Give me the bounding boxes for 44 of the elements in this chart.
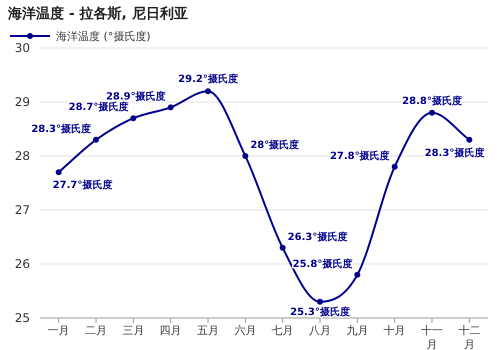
point	[317, 298, 323, 305]
legend-label: 海洋温度 (°摄氏度)	[56, 30, 151, 43]
y-tick-label: 28	[14, 149, 30, 163]
data-label: 27.8°摄氏度	[330, 150, 390, 162]
x-tick-label: 一月	[48, 324, 70, 337]
data-label: 28.9°摄氏度	[106, 90, 166, 102]
x-tick-label: 十二月	[458, 324, 480, 350]
point	[354, 272, 360, 278]
y-tick-label: 29	[14, 95, 30, 109]
data-label: 29.2°摄氏度	[178, 73, 238, 86]
data-label: 28.3°摄氏度	[31, 122, 91, 135]
point	[168, 104, 174, 110]
point	[242, 153, 248, 159]
point	[466, 136, 472, 143]
data-label: 25.8°摄氏度	[292, 258, 352, 270]
x-tick-label: 八月	[309, 324, 331, 337]
data-label: 28.7°摄氏度	[68, 101, 128, 114]
y-tick-label: 26	[14, 257, 30, 271]
point	[56, 169, 62, 176]
x-tick-label: 七月	[272, 324, 294, 337]
y-tick-label: 27	[14, 203, 30, 217]
x-tick-label: 十一月	[421, 324, 443, 350]
x-tick-label: 九月	[346, 324, 368, 337]
point	[280, 244, 286, 251]
x-tick-label: 五月	[197, 324, 219, 337]
y-tick-label: 30	[14, 41, 30, 55]
data-label: 28.8°摄氏度	[402, 94, 462, 107]
x-tick-label: 六月	[234, 324, 256, 337]
point	[93, 136, 99, 143]
point	[392, 164, 398, 170]
data-label: 25.3°摄氏度	[290, 306, 350, 318]
x-tick-label: 四月	[160, 324, 182, 337]
data-label: 26.3°摄氏度	[288, 230, 348, 243]
data-label: 27.7°摄氏度	[52, 179, 112, 192]
point	[205, 88, 211, 94]
x-tick-label: 三月	[122, 324, 144, 337]
point	[429, 110, 435, 116]
x-tick-label: 十月	[384, 324, 406, 337]
data-label: 28.3°摄氏度	[424, 146, 484, 159]
y-tick-label: 25	[14, 311, 30, 325]
chart-title: 海洋温度 - 拉各斯, 尼日利亚	[7, 5, 188, 22]
point	[130, 115, 136, 122]
data-label: 28°摄氏度	[250, 139, 300, 151]
x-tick-label: 二月	[85, 324, 107, 337]
